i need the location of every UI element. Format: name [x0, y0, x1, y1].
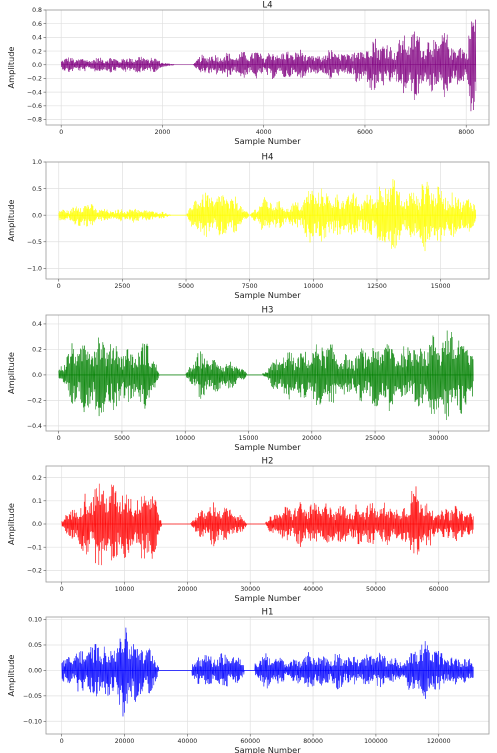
x-tick-label: 20000 — [178, 586, 198, 593]
y-tick-label: −0.05 — [23, 693, 42, 700]
y-tick-label: 0.4 — [32, 35, 42, 42]
axes-frame — [45, 161, 490, 280]
x-tick-label: 120000 — [427, 738, 451, 745]
y-tick-label: 0.0 — [32, 62, 42, 69]
x-tick-label: 20000 — [302, 435, 322, 442]
y-tick-label: 0.05 — [28, 642, 42, 649]
y-axis-label: Amplitude — [6, 503, 16, 545]
chart-panel-h2: 0 10000 20000 30000 40000 50000 60000 −0.2 −0.1 0… — [6, 457, 490, 603]
y-tick-label: 0.5 — [32, 186, 42, 193]
x-tick-label: 5000 — [178, 283, 194, 290]
x-tick-label: 40000 — [178, 738, 198, 745]
y-tick-label: −0.2 — [27, 398, 42, 405]
x-tick-label: 60000 — [240, 738, 260, 745]
x-tick-label: 0 — [60, 586, 64, 593]
y-tick-label: −0.4 — [27, 423, 42, 430]
waveform-line-h1 — [61, 627, 474, 717]
y-tick-label: 0.00 — [28, 668, 42, 675]
x-axis-label: Sample Number — [234, 290, 301, 300]
x-tick-label: 25000 — [365, 435, 385, 442]
x-tick-label: 10000 — [303, 283, 323, 290]
x-tick-label: 50000 — [366, 586, 386, 593]
waveform-line-h3 — [58, 330, 474, 421]
x-tick-label: 60000 — [429, 586, 449, 593]
y-tick-label: −1.0 — [27, 266, 42, 273]
x-tick-label: 0 — [57, 283, 61, 290]
y-tick-label: −0.8 — [27, 117, 42, 124]
axes-frame — [45, 616, 490, 735]
x-tick-label: 12500 — [367, 283, 387, 290]
y-tick-label: 0.1 — [32, 498, 42, 505]
y-tick-label: −0.2 — [27, 568, 42, 575]
x-tick-label: 7500 — [242, 283, 258, 290]
x-tick-label: 0 — [60, 738, 64, 745]
waveform-line-h2 — [61, 483, 474, 566]
chart-title: L4 — [262, 1, 272, 11]
x-tick-label: 2500 — [115, 283, 131, 290]
x-tick-label: 0 — [59, 129, 63, 136]
axes-frame — [45, 9, 490, 126]
chart-panel-h1: 0 20000 40000 60000 80000 100000 120000 −0.10 −0… — [6, 608, 490, 753]
x-tick-label: 30000 — [429, 435, 449, 442]
x-tick-label: 0 — [57, 435, 61, 442]
x-tick-label: 100000 — [364, 738, 388, 745]
x-tick-label: 6000 — [357, 129, 373, 136]
x-tick-label: 15000 — [239, 435, 259, 442]
chart-title: H2 — [262, 457, 274, 467]
y-axis-label: Amplitude — [6, 200, 16, 242]
x-tick-label: 40000 — [303, 586, 323, 593]
x-axis-label: Sample Number — [234, 593, 301, 603]
y-tick-label: 0.4 — [32, 321, 42, 328]
y-tick-label: 0.0 — [32, 521, 42, 528]
waveform-line-l4 — [60, 19, 477, 112]
y-tick-label: −0.5 — [27, 239, 42, 246]
chart-title: H1 — [262, 608, 274, 618]
y-tick-label: −0.1 — [27, 544, 42, 551]
x-axis-label: Sample Number — [234, 745, 301, 753]
y-tick-label: −0.10 — [23, 718, 42, 725]
y-tick-label: 1.0 — [32, 159, 42, 166]
x-axis-label: Sample Number — [234, 136, 301, 146]
x-axis-label: Sample Number — [234, 442, 301, 452]
chart-title: H4 — [262, 153, 274, 163]
chart-title: H3 — [262, 306, 274, 316]
y-tick-label: 0.10 — [28, 617, 42, 624]
x-tick-label: 10000 — [175, 435, 195, 442]
x-tick-label: 10000 — [115, 586, 135, 593]
y-tick-label: 0.0 — [32, 372, 42, 379]
y-tick-label: 0.6 — [32, 21, 42, 28]
x-tick-label: 8000 — [458, 129, 474, 136]
waveform-line-h4 — [58, 179, 477, 252]
axes-frame — [45, 314, 490, 432]
y-tick-label: 0.2 — [32, 48, 42, 55]
x-tick-label: 2000 — [155, 129, 171, 136]
y-tick-label: −0.4 — [27, 89, 42, 96]
y-tick-label: 0.8 — [32, 7, 42, 14]
x-tick-label: 20000 — [115, 738, 135, 745]
y-tick-label: 0.2 — [32, 475, 42, 482]
y-tick-label: 0.0 — [32, 212, 42, 219]
y-tick-label: 0.2 — [32, 347, 42, 354]
y-tick-label: −0.2 — [27, 76, 42, 83]
y-axis-label: Amplitude — [6, 655, 16, 697]
y-axis-label: Amplitude — [6, 47, 16, 89]
chart-panel-h3: 0 5000 10000 15000 20000 25000 30000 −0.4 −0.2 0.… — [6, 306, 490, 452]
x-tick-label: 5000 — [114, 435, 130, 442]
x-tick-label: 80000 — [303, 738, 323, 745]
x-tick-label: 15000 — [431, 283, 451, 290]
x-tick-label: 30000 — [240, 586, 260, 593]
y-axis-label: Amplitude — [6, 352, 16, 394]
y-tick-label: −0.6 — [27, 103, 42, 110]
chart-panel-l4: 0 2000 4000 6000 8000 −0.8 −0.6 −0.4 −0.2 0.0 0.2 0… — [6, 1, 490, 146]
x-tick-label: 4000 — [256, 129, 272, 136]
chart-panel-h4: 0 2500 5000 7500 10000 12500 15000 −1.0 −0.5 0.0 0… — [6, 153, 490, 300]
